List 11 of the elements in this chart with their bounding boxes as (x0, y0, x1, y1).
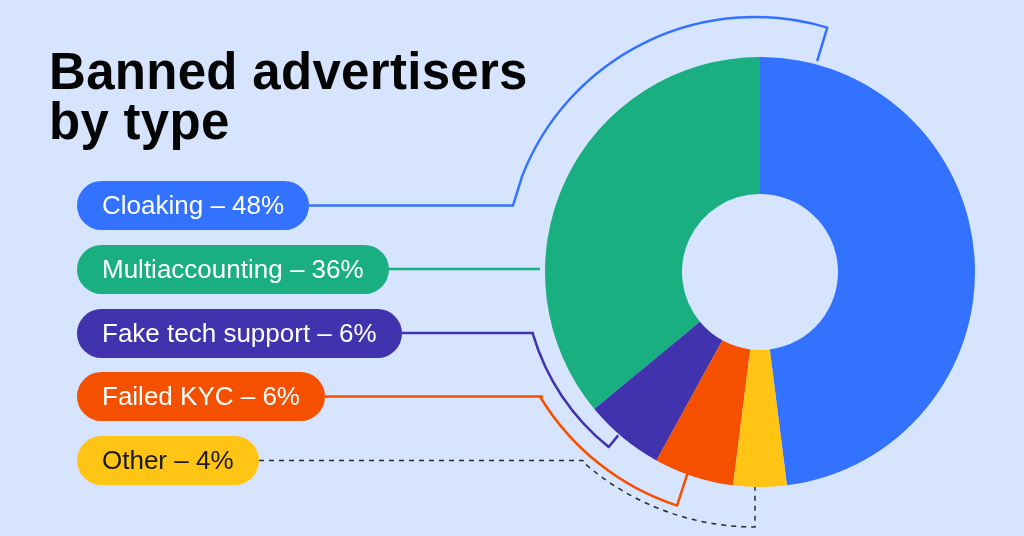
donut-slice (760, 57, 975, 486)
slice-label: Other – 4% (77, 436, 259, 485)
slice-label: Multiaccounting – 36% (77, 244, 389, 294)
slice-label: Fake tech support – 6% (77, 308, 402, 358)
donut-slice (594, 321, 723, 461)
donut-slice (545, 57, 760, 410)
slice-label: Failed KYC – 6% (77, 372, 325, 421)
slice-label: Cloaking – 48% (77, 181, 310, 230)
chart-title: Banned advertisers by type (49, 43, 529, 150)
donut-slice (656, 340, 751, 486)
donut-slice (733, 349, 787, 487)
